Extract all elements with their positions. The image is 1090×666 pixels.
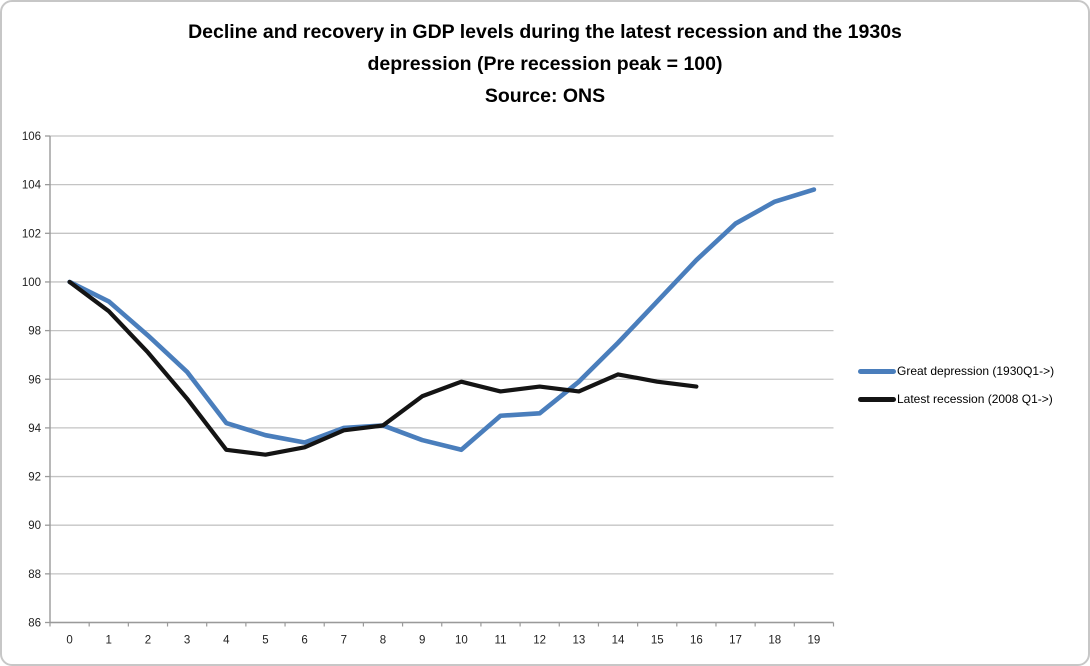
legend-marker-great-depression [858,368,896,374]
y-tick-label: 92 [28,472,41,484]
chart-title: Decline and recovery in GDP levels durin… [2,16,1088,112]
x-tick-label: 13 [572,635,585,647]
x-tick-label: 12 [533,635,546,647]
chart-title-line-1: Decline and recovery in GDP levels durin… [188,21,902,43]
y-tick-label: 94 [28,423,41,435]
x-tick-label: 8 [380,635,386,647]
x-tick-label: 6 [301,635,307,647]
x-tick-label: 7 [341,635,347,647]
chart-title-line-2: depression (Pre recession peak = 100) [367,53,723,75]
x-tick-label: 1 [106,635,112,647]
x-tick-label: 11 [495,635,507,647]
legend: Great depression (1930Q1->) Latest reces… [858,364,1054,406]
x-tick-label: 4 [223,635,230,647]
y-tick-label: 96 [28,374,41,386]
y-tick-label: 90 [28,520,41,532]
legend-marker-latest-recession [858,396,896,402]
x-tick-label: 2 [145,635,151,647]
x-tick-label: 17 [729,635,742,647]
legend-label-latest-recession: Latest recession (2008 Q1->) [897,392,1053,406]
legend-item-latest-recession: Latest recession (2008 Q1->) [858,392,1054,406]
series-line-1 [67,279,699,457]
y-tick-label: 102 [22,228,41,240]
x-tick-label: 5 [262,635,268,647]
chart-source-line: Source: ONS [484,85,606,107]
x-tick-label: 10 [455,635,468,647]
series-line-0 [67,187,817,453]
y-tick-label: 100 [22,277,41,289]
y-tick-label: 106 [22,131,41,143]
legend-label-great-depression: Great depression (1930Q1->) [897,364,1055,378]
x-tick-label: 18 [768,635,781,647]
x-tick-label: 19 [808,635,821,647]
x-tick-label: 16 [690,635,703,647]
x-tick-label: 9 [419,635,425,647]
x-tick-label: 15 [651,635,664,647]
x-tick-label: 3 [184,635,190,647]
y-tick-label: 104 [22,180,42,192]
x-tick-label: 14 [612,635,625,647]
legend-item-great-depression: Great depression (1930Q1->) [858,364,1054,378]
y-tick-label: 98 [28,326,41,338]
y-tick-label: 88 [28,569,41,581]
y-tick-label: 86 [28,618,41,630]
x-tick-label: 0 [66,635,72,647]
